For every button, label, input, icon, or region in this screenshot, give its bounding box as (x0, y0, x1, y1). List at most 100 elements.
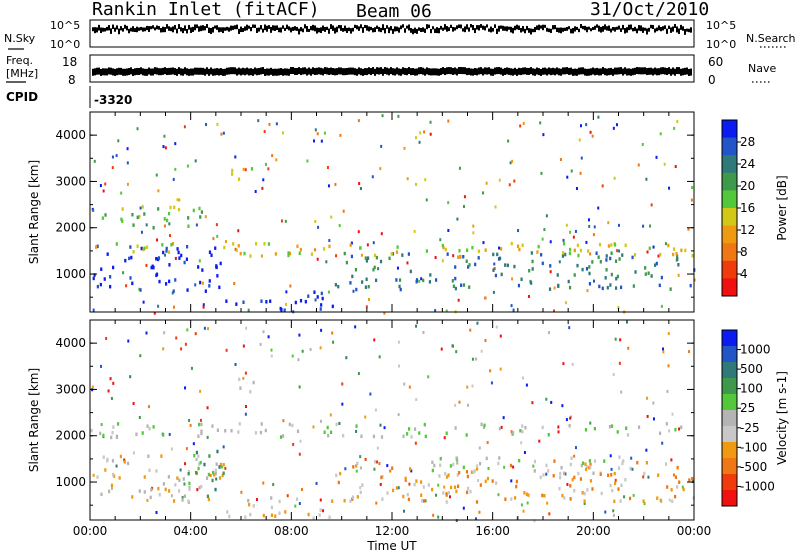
heatmap-cell (155, 510, 158, 514)
heatmap-cell (211, 424, 214, 428)
colorbar-swatch (722, 172, 737, 191)
heatmap-cell (593, 459, 597, 463)
heatmap-cell (617, 487, 620, 491)
nsky-sample (142, 27, 144, 32)
freq-sample (648, 67, 650, 75)
heatmap-cell (152, 425, 155, 429)
heatmap-cell (475, 500, 479, 504)
freq-sample (216, 68, 218, 76)
heatmap-cell (618, 257, 621, 261)
colorbar-swatch (722, 243, 737, 262)
heatmap-cell (267, 167, 270, 171)
heatmap-cell (455, 350, 458, 354)
heatmap-cell (466, 474, 469, 479)
nsky-sample (462, 28, 464, 32)
colorbar-tick-label: 28 (740, 135, 755, 149)
heatmap-cell (568, 251, 572, 256)
heatmap-cell (200, 210, 204, 214)
heatmap-cell (334, 182, 337, 186)
heatmap-cell (492, 252, 495, 257)
heatmap-cell (344, 467, 347, 471)
freq-sample (212, 68, 214, 76)
freq-sample (302, 67, 304, 75)
heatmap-cell (540, 171, 543, 175)
heatmap-cell (242, 167, 245, 171)
heatmap-cell (106, 252, 109, 256)
heatmap-cell (396, 266, 399, 270)
heatmap-cell (568, 326, 571, 330)
nsky-sample (404, 28, 406, 33)
nsky-sample (272, 25, 274, 31)
heatmap-cell (666, 389, 669, 393)
heatmap-cell (424, 499, 427, 503)
freq-sample (308, 67, 310, 75)
heatmap-cell (147, 454, 150, 458)
freq-sample (328, 67, 330, 75)
freq-sample (482, 68, 484, 76)
heatmap-cell (603, 459, 606, 463)
heatmap-cell (169, 234, 172, 238)
cpid-value: -3320 (94, 93, 132, 107)
freq-sample (106, 68, 108, 76)
nsky-sample (296, 26, 298, 31)
colorbar-tick-label: 8 (740, 245, 748, 259)
nsky-sample (374, 27, 376, 33)
heatmap-cell (415, 279, 418, 284)
heatmap-cell (249, 390, 252, 394)
heatmap-cell (111, 166, 114, 170)
heatmap-cell (498, 246, 501, 250)
heatmap-cell (589, 462, 592, 467)
heatmap-cell (569, 462, 572, 467)
freq-sample (642, 67, 644, 75)
freq-sample (660, 67, 662, 75)
x-tick-label: 00:00 (677, 524, 712, 538)
heatmap-cell (94, 245, 98, 249)
heatmap-cell (335, 422, 338, 427)
heatmap-cell (553, 286, 556, 290)
heatmap-cell (613, 243, 617, 247)
nsky-sample (304, 24, 306, 29)
heatmap-cell (451, 344, 454, 348)
heatmap-cell (208, 279, 211, 283)
heatmap-cell (674, 475, 678, 479)
heatmap-cell (657, 473, 660, 477)
heatmap-cell (513, 179, 516, 183)
heatmap-cell (591, 260, 594, 264)
nsky-sample (626, 27, 628, 33)
heatmap-cell (230, 428, 233, 433)
velocity-colorbar-label: Velocity [m s-1] (775, 371, 789, 465)
heatmap-cell (395, 278, 398, 282)
freq-sample (666, 68, 668, 76)
heatmap-cell (645, 177, 648, 181)
freq-sample (262, 67, 264, 75)
freq-sample (558, 68, 560, 76)
heatmap-cell (610, 467, 613, 471)
nsky-sample (360, 24, 362, 29)
heatmap-cell (315, 481, 318, 485)
freq-sample (224, 68, 226, 76)
heatmap-cell (140, 230, 143, 234)
nsearch-label: N.Search (746, 32, 796, 45)
heatmap-cell (350, 254, 354, 259)
heatmap-cell (541, 493, 544, 498)
heatmap-cell (327, 433, 330, 438)
heatmap-cell (204, 215, 207, 219)
heatmap-cell (170, 494, 173, 498)
heatmap-cell (530, 251, 533, 255)
heatmap-cell (407, 252, 410, 256)
heatmap-cell (121, 219, 124, 223)
nsearch-tick-high: 10^5 (706, 19, 736, 32)
heatmap-cell (670, 488, 673, 492)
freq-sample (142, 68, 144, 76)
heatmap-cell (604, 510, 607, 514)
heatmap-cell (174, 256, 177, 260)
nsky-sample (442, 27, 444, 31)
nsky-sample (376, 25, 378, 29)
heatmap-cell (219, 261, 222, 266)
nsky-sample (110, 28, 112, 34)
heatmap-cell (300, 488, 303, 492)
heatmap-cell (408, 482, 411, 486)
nsky-sample (402, 24, 404, 28)
heatmap-cell (274, 514, 277, 518)
heatmap-cell (359, 486, 362, 490)
